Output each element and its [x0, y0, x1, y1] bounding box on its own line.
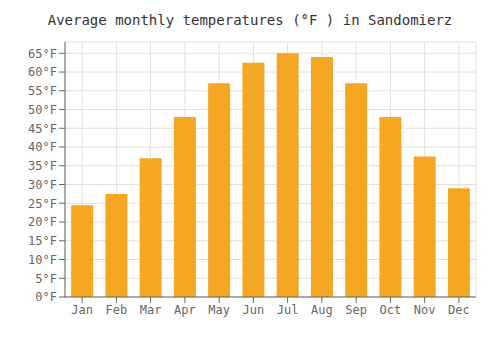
- svg-text:Aug: Aug: [311, 303, 333, 317]
- svg-text:35°F: 35°F: [28, 159, 57, 173]
- svg-text:25°F: 25°F: [28, 197, 57, 211]
- svg-text:May: May: [208, 303, 230, 317]
- svg-text:65°F: 65°F: [28, 47, 57, 61]
- svg-text:Mar: Mar: [140, 303, 162, 317]
- svg-text:Oct: Oct: [380, 303, 402, 317]
- svg-text:40°F: 40°F: [28, 140, 57, 154]
- svg-text:10°F: 10°F: [28, 253, 57, 267]
- svg-text:20°F: 20°F: [28, 215, 57, 229]
- html-text:Average monthly temperatures (: Average monthly temperatures (°F ) in Sa…: [47, 12, 453, 28]
- svg-text:Jul: Jul: [277, 303, 299, 317]
- svg-text:30°F: 30°F: [28, 178, 57, 192]
- svg-text:Jun: Jun: [243, 303, 265, 317]
- svg-text:Apr: Apr: [174, 303, 196, 317]
- svg-text:50°F: 50°F: [28, 103, 57, 117]
- svg-text:0°F: 0°F: [35, 290, 57, 304]
- svg-text:Sep: Sep: [345, 303, 367, 317]
- svg-text:Nov: Nov: [414, 303, 436, 317]
- svg-text:Feb: Feb: [106, 303, 128, 317]
- svg-text:5°F: 5°F: [35, 272, 57, 286]
- svg-text:45°F: 45°F: [28, 122, 57, 136]
- svg-text:15°F: 15°F: [28, 234, 57, 248]
- svg-text:55°F: 55°F: [28, 84, 57, 98]
- svg-text:Dec: Dec: [448, 303, 470, 317]
- svg-text:Jan: Jan: [71, 303, 93, 317]
- svg-text:60°F: 60°F: [28, 65, 57, 79]
